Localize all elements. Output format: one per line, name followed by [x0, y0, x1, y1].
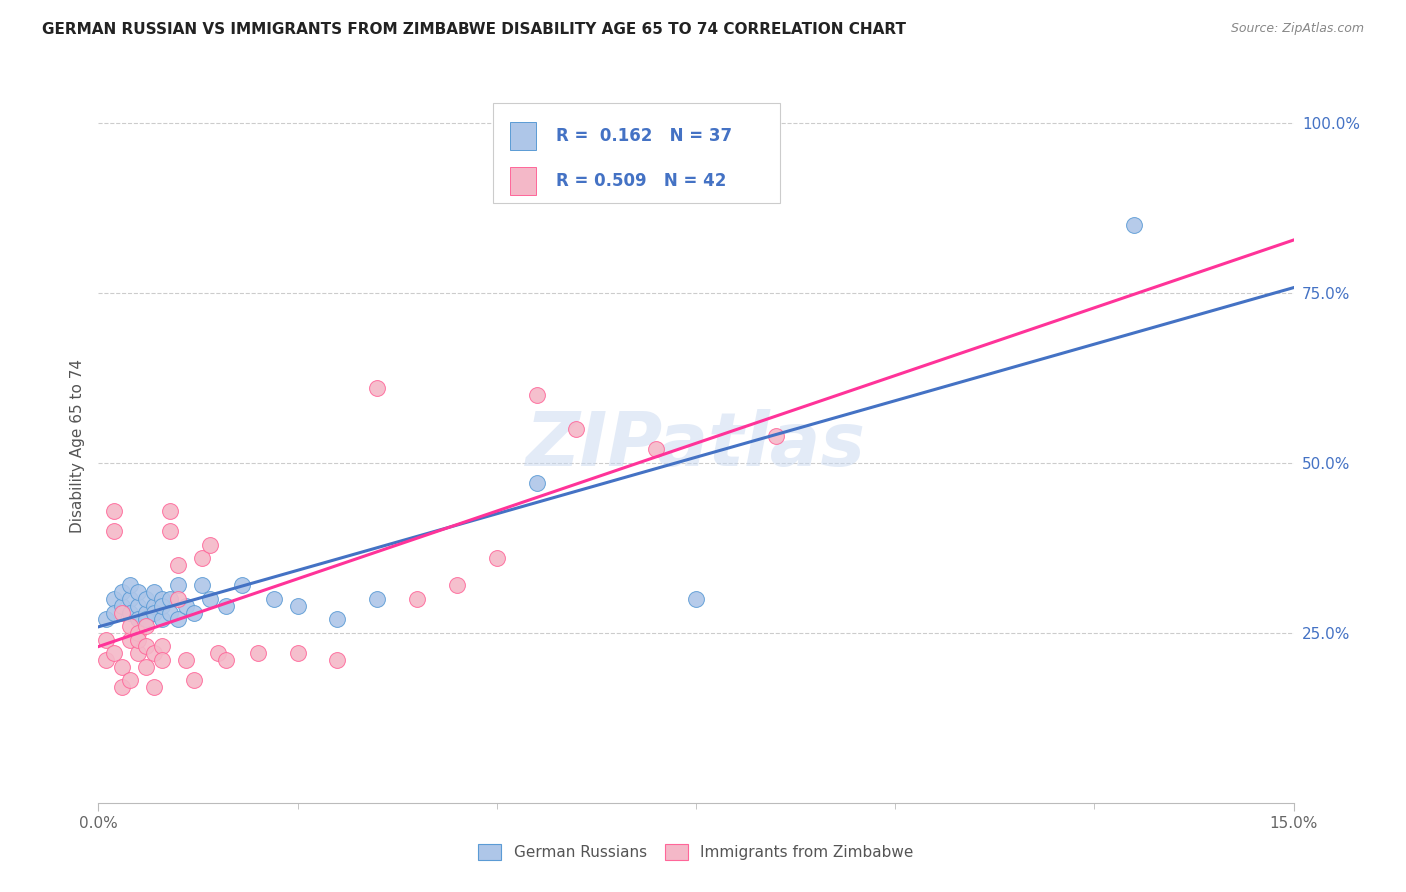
- Point: [174, 599, 197, 613]
- Text: R = 0.509   N = 42: R = 0.509 N = 42: [555, 172, 727, 190]
- Point: [143, 585, 166, 599]
- Point: [215, 653, 238, 667]
- Point: [127, 632, 149, 647]
- Point: [1123, 218, 1146, 232]
- Point: [765, 429, 787, 443]
- Point: [143, 599, 166, 613]
- Point: [526, 388, 548, 402]
- Point: [231, 578, 253, 592]
- Point: [135, 660, 157, 674]
- Point: [366, 591, 388, 606]
- Point: [135, 640, 157, 654]
- Point: [366, 381, 388, 395]
- Point: [96, 612, 118, 626]
- Point: [207, 646, 229, 660]
- Point: [167, 591, 190, 606]
- Point: [287, 599, 309, 613]
- Point: [167, 578, 190, 592]
- Point: [246, 646, 269, 660]
- Point: [96, 632, 118, 647]
- Point: [150, 591, 173, 606]
- Point: [120, 578, 142, 592]
- Point: [143, 680, 166, 694]
- Point: [565, 422, 588, 436]
- Point: [120, 606, 142, 620]
- Point: [159, 606, 181, 620]
- Point: [111, 606, 134, 620]
- Point: [120, 591, 142, 606]
- Point: [191, 551, 214, 566]
- Point: [485, 551, 508, 566]
- Text: ZIPatlas: ZIPatlas: [526, 409, 866, 483]
- Point: [167, 612, 190, 626]
- Point: [120, 619, 142, 633]
- Point: [127, 626, 149, 640]
- Text: GERMAN RUSSIAN VS IMMIGRANTS FROM ZIMBABWE DISABILITY AGE 65 TO 74 CORRELATION C: GERMAN RUSSIAN VS IMMIGRANTS FROM ZIMBAB…: [42, 22, 907, 37]
- Point: [135, 612, 157, 626]
- Point: [120, 632, 142, 647]
- Point: [111, 585, 134, 599]
- Point: [215, 599, 238, 613]
- Point: [143, 646, 166, 660]
- Point: [111, 599, 134, 613]
- Point: [127, 612, 149, 626]
- Point: [198, 537, 221, 551]
- Point: [287, 646, 309, 660]
- Point: [103, 646, 125, 660]
- Point: [446, 578, 468, 592]
- Point: [150, 612, 173, 626]
- Legend: German Russians, Immigrants from Zimbabwe: German Russians, Immigrants from Zimbabw…: [472, 838, 920, 866]
- Point: [127, 599, 149, 613]
- Point: [103, 606, 125, 620]
- Point: [174, 653, 197, 667]
- Point: [191, 578, 214, 592]
- Point: [183, 673, 205, 688]
- Point: [159, 524, 181, 538]
- Point: [526, 476, 548, 491]
- Point: [167, 558, 190, 572]
- Point: [103, 503, 125, 517]
- Point: [111, 680, 134, 694]
- Point: [150, 653, 173, 667]
- Point: [326, 653, 349, 667]
- Point: [96, 653, 118, 667]
- Point: [150, 599, 173, 613]
- Point: [326, 612, 349, 626]
- Text: R =  0.162   N = 37: R = 0.162 N = 37: [555, 127, 733, 145]
- Text: Source: ZipAtlas.com: Source: ZipAtlas.com: [1230, 22, 1364, 36]
- Point: [159, 503, 181, 517]
- Point: [198, 591, 221, 606]
- Point: [135, 606, 157, 620]
- Point: [406, 591, 429, 606]
- Point: [685, 591, 707, 606]
- Point: [143, 606, 166, 620]
- Point: [150, 640, 173, 654]
- Point: [103, 524, 125, 538]
- Point: [645, 442, 668, 457]
- Point: [159, 591, 181, 606]
- Point: [120, 673, 142, 688]
- Point: [263, 591, 285, 606]
- Point: [135, 619, 157, 633]
- Y-axis label: Disability Age 65 to 74: Disability Age 65 to 74: [69, 359, 84, 533]
- Point: [111, 660, 134, 674]
- Point: [127, 646, 149, 660]
- Point: [183, 606, 205, 620]
- Point: [135, 591, 157, 606]
- Point: [103, 591, 125, 606]
- Point: [127, 585, 149, 599]
